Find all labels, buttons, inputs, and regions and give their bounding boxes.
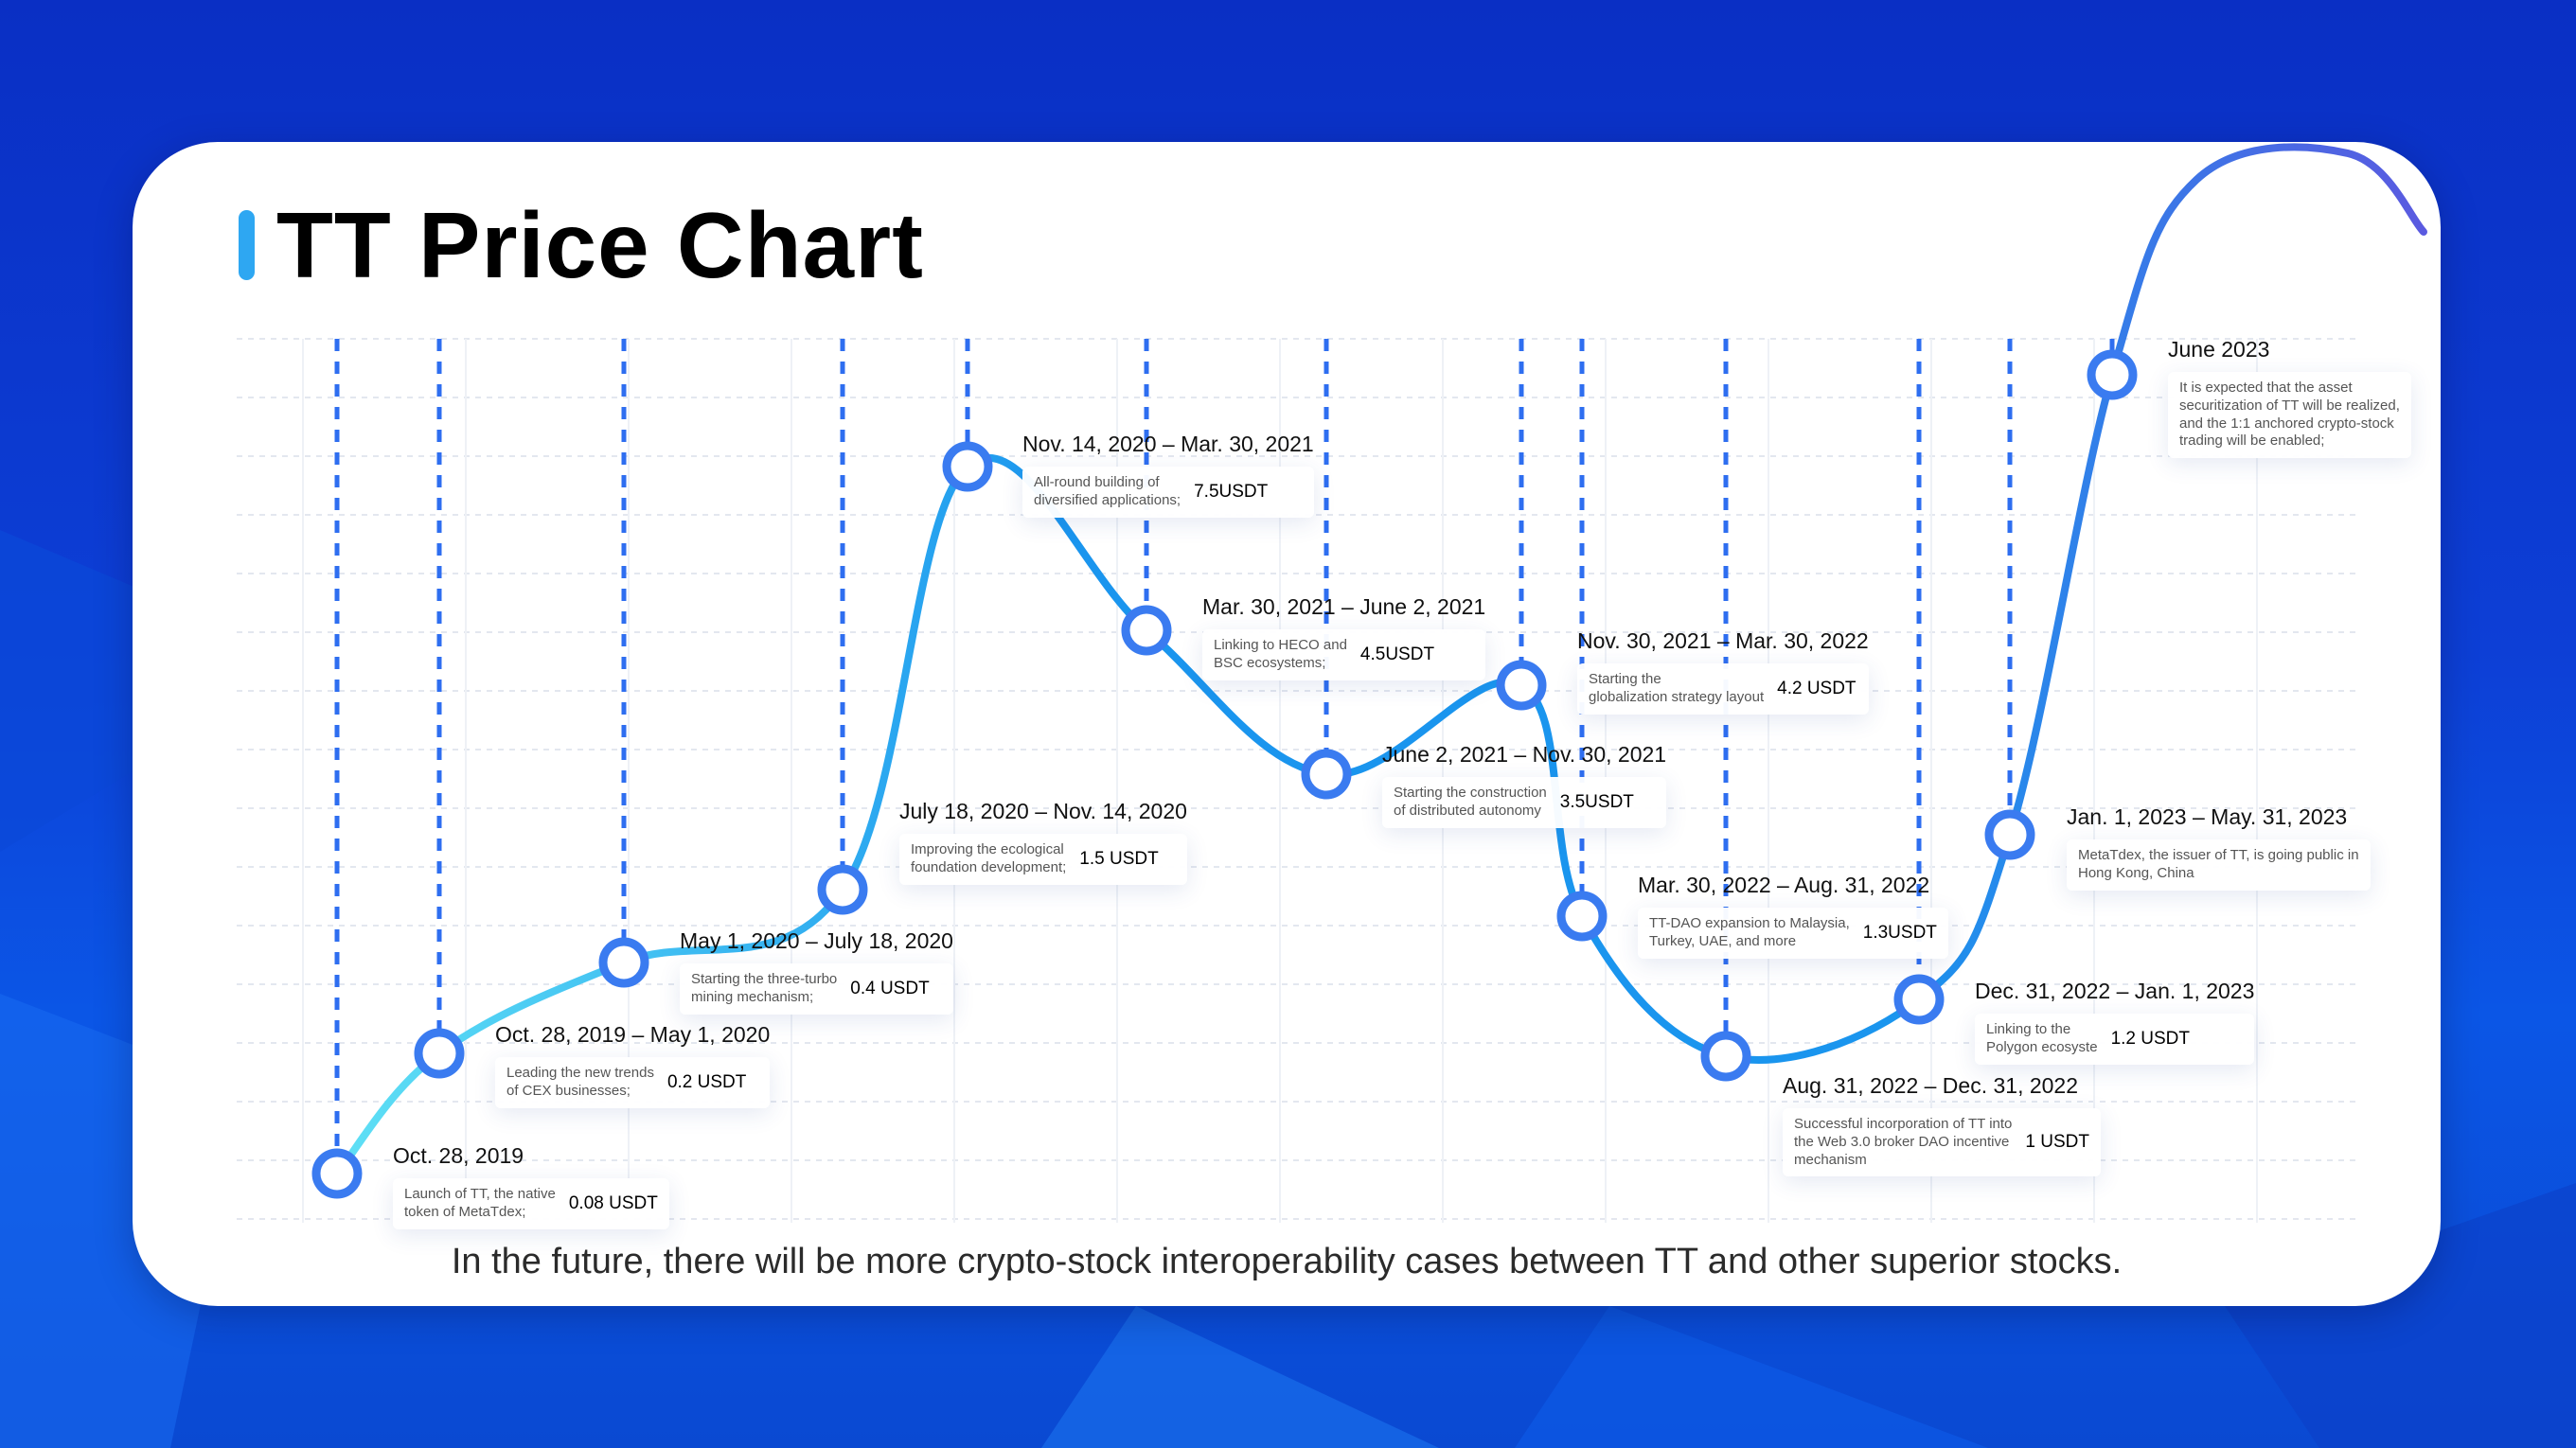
callout-price: 4.5USDT xyxy=(1359,644,1435,664)
callout-period: Dec. 31, 2022 – Jan. 1, 2023 xyxy=(1975,979,2255,1003)
callout-period: Jan. 1, 2023 – May. 31, 2023 xyxy=(2067,804,2348,829)
data-point-marker xyxy=(817,864,868,915)
callout-period: July 18, 2020 – Nov. 14, 2020 xyxy=(899,799,1187,823)
data-point-marker xyxy=(1984,809,2035,860)
data-point-marker xyxy=(311,1148,363,1199)
callout-description: It is expected that the asset securitiza… xyxy=(2179,380,2400,450)
callout-price: 4.2 USDT xyxy=(1777,678,1856,698)
callout-description: Successful incorporation of TT into the … xyxy=(1794,1116,2013,1168)
callout-price: 1.2 USDT xyxy=(2110,1028,2190,1049)
callout-description: Starting the construction of distributed… xyxy=(1394,785,1547,819)
callout-box: Improving the ecological foundation deve… xyxy=(899,834,1187,885)
callout-period: Nov. 30, 2021 – Mar. 30, 2022 xyxy=(1577,628,1869,653)
callout-description: Improving the ecological foundation deve… xyxy=(911,841,1067,875)
callout-period: Oct. 28, 2019 xyxy=(393,1143,524,1168)
callout-box: Linking to the Polygon ecosyste 1.2 USDT xyxy=(1975,1014,2255,1065)
data-callout: Nov. 14, 2020 – Mar. 30, 2021 All-round b… xyxy=(1022,432,1314,518)
chart-card: TT Price Chart Oct. 28, 2019 Launch of TT… xyxy=(133,142,2441,1306)
callout-period: June 2023 xyxy=(2168,337,2270,362)
callout-price: 0.4 USDT xyxy=(850,978,930,998)
callout-price: 1.3USDT xyxy=(1862,922,1937,943)
data-point-marker xyxy=(1301,749,1352,800)
callout-period: Mar. 30, 2022 – Aug. 31, 2022 xyxy=(1638,873,1930,897)
callout-box: Starting the three-turbo mining mechanis… xyxy=(680,963,953,1015)
data-callout: Mar. 30, 2021 – June 2, 2021 Linking to H… xyxy=(1202,594,1486,680)
data-point-marker xyxy=(414,1028,465,1079)
data-point-marker xyxy=(1121,605,1172,656)
callout-box: Leading the new trends of CEX businesses… xyxy=(495,1057,771,1108)
data-callout: May 1, 2020 – July 18, 2020 Starting the … xyxy=(680,928,953,1015)
callout-description: Linking to the Polygon ecosyste xyxy=(1986,1021,2098,1055)
data-callout: Mar. 30, 2022 – Aug. 31, 2022 TT-DAO expa… xyxy=(1638,873,1948,959)
data-callout: Nov. 30, 2021 – Mar. 30, 2022 Starting th… xyxy=(1577,628,1869,715)
callout-price: 1.5 USDT xyxy=(1079,848,1159,869)
title-accent-bar xyxy=(239,210,255,280)
callout-period: Mar. 30, 2021 – June 2, 2021 xyxy=(1202,594,1486,619)
callout-box: Linking to HECO and BSC ecosystems; 4.5US… xyxy=(1202,629,1486,680)
callout-period: Oct. 28, 2019 – May 1, 2020 xyxy=(495,1022,771,1047)
data-callout: Jan. 1, 2023 – May. 31, 2023 MetaTdex, th… xyxy=(2067,804,2371,891)
data-callout: Dec. 31, 2022 – Jan. 1, 2023 Linking to t… xyxy=(1975,979,2255,1065)
data-callout: July 18, 2020 – Nov. 14, 2020 Improving t… xyxy=(899,799,1187,885)
data-point-marker xyxy=(598,937,649,988)
callout-description: Leading the new trends of CEX businesses… xyxy=(506,1065,654,1099)
callout-box: Starting the construction of distributed… xyxy=(1382,777,1667,828)
callout-box: Launch of TT, the native token of MetaTd… xyxy=(393,1178,669,1229)
callout-period: Aug. 31, 2022 – Dec. 31, 2022 xyxy=(1783,1073,2079,1098)
callout-box: MetaTdex, the issuer of TT, is going pub… xyxy=(2067,839,2371,891)
data-point-marker xyxy=(1700,1031,1751,1082)
callout-box: All-round building of diversified applic… xyxy=(1022,467,1314,518)
callout-price: 3.5USDT xyxy=(1559,791,1634,812)
data-point-marker xyxy=(1496,660,1547,711)
callout-price: 0.2 USDT xyxy=(666,1071,747,1092)
callout-price: 0.08 USDT xyxy=(568,1192,658,1213)
callout-period: May 1, 2020 – July 18, 2020 xyxy=(680,928,953,953)
callout-price: 7.5USDT xyxy=(1194,481,1269,502)
callout-description: Starting the three-turbo mining mechanis… xyxy=(691,971,838,1005)
data-point-marker xyxy=(2087,349,2138,400)
callout-box: TT-DAO expansion to Malaysia, Turkey, UA… xyxy=(1638,908,1948,959)
callout-box: It is expected that the asset securitiza… xyxy=(2168,372,2411,458)
callout-box: Starting the globalization strategy layo… xyxy=(1577,663,1869,715)
data-point-marker xyxy=(1893,974,1945,1025)
callout-box: Successful incorporation of TT into the … xyxy=(1783,1108,2101,1177)
callout-description: All-round building of diversified applic… xyxy=(1034,474,1181,508)
callout-period: June 2, 2021 – Nov. 30, 2021 xyxy=(1382,742,1667,767)
callout-description: TT-DAO expansion to Malaysia, Turkey, UA… xyxy=(1649,915,1850,949)
data-callout: Oct. 28, 2019 – May 1, 2020 Leading the n… xyxy=(495,1022,771,1108)
callout-price: 1 USDT xyxy=(2025,1132,2089,1153)
callout-description: MetaTdex, the issuer of TT, is going pub… xyxy=(2078,847,2359,881)
data-point-marker xyxy=(1556,891,1608,942)
footer-note: In the future, there will be more crypto… xyxy=(451,1242,2123,1281)
data-callout: June 2, 2021 – Nov. 30, 2021 Starting the… xyxy=(1382,742,1667,828)
callout-description: Starting the globalization strategy layo… xyxy=(1589,671,1765,705)
data-callout: Aug. 31, 2022 – Dec. 31, 2022 Successful … xyxy=(1783,1073,2101,1177)
chart-title: TT Price Chart xyxy=(276,193,924,297)
data-callout: Oct. 28, 2019 Launch of TT, the native to… xyxy=(393,1143,669,1229)
callout-period: Nov. 14, 2020 – Mar. 30, 2021 xyxy=(1022,432,1314,456)
callout-description: Linking to HECO and BSC ecosystems; xyxy=(1214,637,1347,671)
data-callout: June 2023 It is expected that the asset s… xyxy=(2168,337,2411,458)
data-point-marker xyxy=(942,441,993,492)
callout-description: Launch of TT, the native token of MetaTd… xyxy=(404,1186,556,1220)
